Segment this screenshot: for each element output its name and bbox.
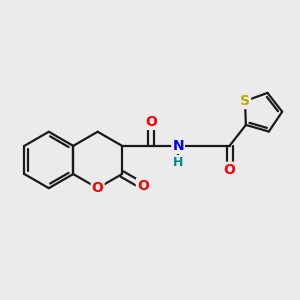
Text: O: O — [224, 163, 236, 177]
Text: O: O — [137, 179, 149, 193]
Text: N: N — [172, 139, 184, 153]
Text: O: O — [145, 115, 157, 129]
Text: O: O — [92, 181, 103, 195]
Text: H: H — [173, 156, 183, 169]
Text: S: S — [240, 94, 250, 108]
